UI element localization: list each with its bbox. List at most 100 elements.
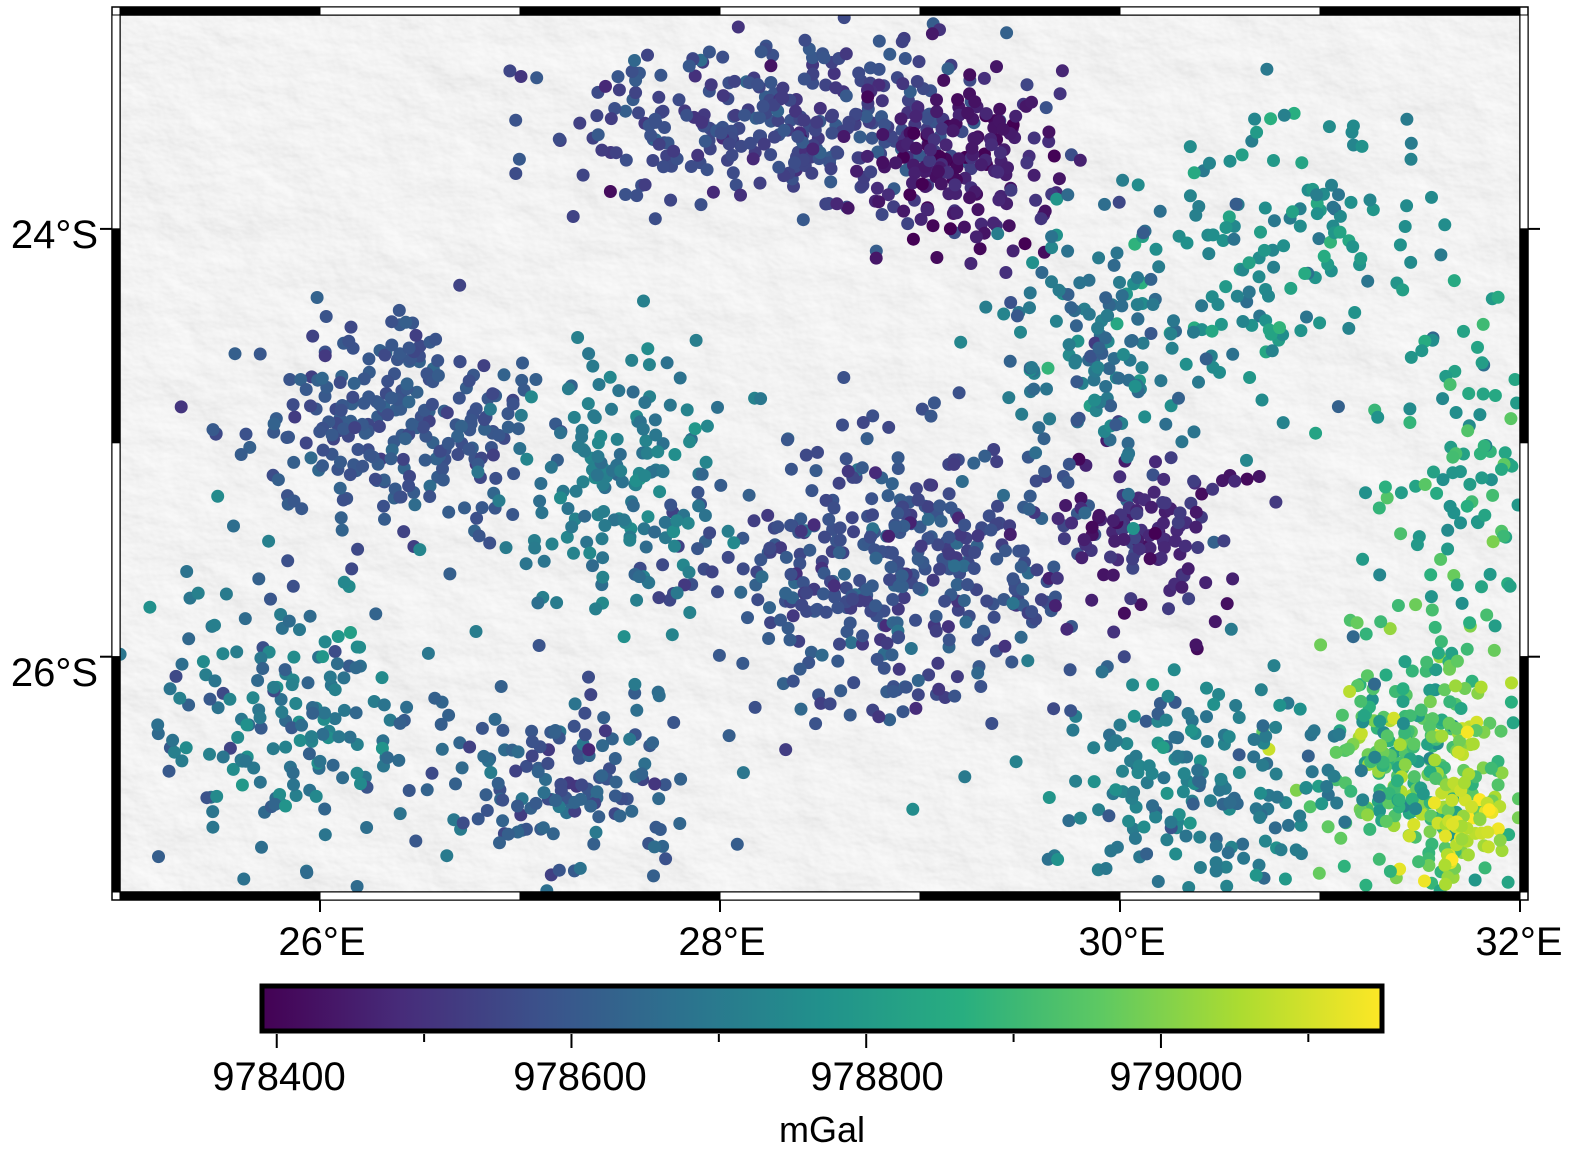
gravity-station-point bbox=[1115, 289, 1129, 303]
gravity-station-point bbox=[336, 771, 350, 785]
gravity-station-point bbox=[344, 320, 358, 334]
gravity-station-point bbox=[1193, 830, 1207, 844]
gravity-station-point bbox=[587, 409, 601, 423]
gravity-station-point bbox=[1099, 862, 1113, 875]
gravity-station-point bbox=[1027, 131, 1041, 145]
gravity-station-point bbox=[1109, 783, 1123, 797]
gravity-station-point bbox=[948, 178, 962, 192]
gravity-station-point bbox=[641, 48, 654, 62]
gravity-station-point bbox=[1273, 698, 1287, 712]
gravity-station-point bbox=[254, 721, 268, 735]
frame-band bbox=[1519, 14, 1529, 230]
gravity-station-point bbox=[947, 457, 961, 471]
gravity-station-point bbox=[519, 557, 533, 571]
gravity-station-point bbox=[872, 195, 886, 209]
gravity-station-point bbox=[362, 352, 376, 366]
gravity-station-point bbox=[926, 219, 940, 233]
gravity-station-point bbox=[567, 719, 581, 733]
gravity-station-point bbox=[1497, 529, 1510, 543]
gravity-station-point bbox=[652, 591, 666, 605]
gravity-station-point bbox=[869, 551, 883, 565]
gravity-station-point bbox=[1293, 809, 1307, 823]
x-tick-label: 28°E bbox=[678, 920, 765, 964]
gravity-station-point bbox=[683, 435, 697, 449]
gravity-station-point bbox=[878, 118, 892, 132]
gravity-station-point bbox=[1098, 197, 1111, 211]
gravity-station-point bbox=[1050, 192, 1064, 206]
gravity-station-point bbox=[582, 670, 595, 684]
gravity-station-point bbox=[824, 162, 838, 176]
gravity-station-point bbox=[1020, 156, 1034, 170]
gravity-station-point bbox=[592, 378, 606, 391]
gravity-station-point bbox=[1171, 749, 1185, 763]
gravity-station-point bbox=[789, 104, 802, 118]
gravity-station-point bbox=[328, 712, 342, 726]
gravity-station-point bbox=[771, 520, 785, 534]
gravity-station-point bbox=[963, 68, 977, 82]
gravity-station-point bbox=[881, 489, 895, 503]
gravity-station-point bbox=[998, 639, 1012, 653]
gravity-station-point bbox=[948, 689, 962, 703]
gravity-station-point bbox=[596, 551, 610, 565]
gravity-station-point bbox=[169, 669, 183, 683]
gravity-station-point bbox=[1505, 676, 1518, 690]
gravity-station-point bbox=[226, 762, 240, 776]
gravity-station-point bbox=[993, 146, 1007, 160]
gravity-station-point bbox=[1267, 260, 1281, 274]
gravity-station-point bbox=[1380, 729, 1394, 743]
gravity-points bbox=[120, 15, 1520, 892]
gravity-station-point bbox=[694, 198, 708, 212]
gravity-station-point bbox=[334, 455, 347, 469]
gravity-station-point bbox=[416, 420, 430, 434]
gravity-station-point bbox=[442, 708, 456, 722]
gravity-station-point bbox=[477, 413, 491, 426]
gravity-station-point bbox=[811, 445, 824, 459]
gravity-station-point bbox=[728, 74, 742, 88]
gravity-station-point bbox=[166, 733, 180, 747]
gravity-station-point bbox=[304, 451, 318, 465]
gravity-station-point bbox=[1372, 501, 1386, 515]
gravity-station-point bbox=[337, 703, 351, 717]
gravity-station-point bbox=[825, 126, 839, 140]
gravity-station-point bbox=[1138, 410, 1152, 424]
gravity-station-point bbox=[915, 402, 929, 416]
gravity-station-point bbox=[1265, 344, 1279, 358]
gravity-station-point bbox=[839, 452, 853, 466]
gravity-station-point bbox=[434, 717, 448, 731]
gravity-station-point bbox=[1064, 704, 1078, 718]
gravity-station-point bbox=[351, 443, 365, 456]
gravity-station-point bbox=[589, 825, 603, 839]
gravity-station-point bbox=[950, 670, 964, 684]
gravity-station-point bbox=[1429, 663, 1443, 677]
gravity-station-point bbox=[1356, 552, 1370, 566]
gravity-station-point bbox=[1425, 730, 1439, 744]
gravity-station-point bbox=[955, 475, 969, 488]
gravity-station-point bbox=[552, 132, 566, 146]
gravity-station-point bbox=[1110, 246, 1124, 260]
gravity-station-point bbox=[1117, 533, 1131, 546]
gravity-station-point bbox=[829, 81, 843, 95]
gravity-station-point bbox=[337, 671, 351, 685]
gravity-station-point bbox=[1222, 210, 1236, 224]
gravity-station-point bbox=[712, 648, 726, 662]
gravity-station-point bbox=[762, 632, 776, 645]
gravity-station-point bbox=[977, 71, 991, 85]
gravity-station-point bbox=[591, 450, 605, 463]
gravity-station-point bbox=[1373, 714, 1387, 728]
gravity-station-point bbox=[1069, 319, 1083, 333]
gravity-station-point bbox=[796, 576, 810, 590]
gravity-station-point bbox=[1102, 809, 1116, 823]
gravity-station-point bbox=[575, 778, 589, 792]
frame-band bbox=[111, 14, 121, 230]
colorbar-gradient bbox=[259, 983, 1385, 1034]
gravity-station-point bbox=[872, 62, 886, 76]
gravity-station-point bbox=[1206, 482, 1220, 496]
gravity-station-point bbox=[151, 718, 165, 732]
gravity-station-point bbox=[1189, 520, 1203, 534]
gravity-station-point bbox=[1136, 226, 1150, 240]
gravity-station-point bbox=[582, 347, 596, 361]
frame-band bbox=[111, 228, 121, 444]
gravity-station-point bbox=[909, 109, 923, 123]
gravity-station-point bbox=[895, 569, 909, 583]
gravity-station-point bbox=[1045, 230, 1059, 244]
